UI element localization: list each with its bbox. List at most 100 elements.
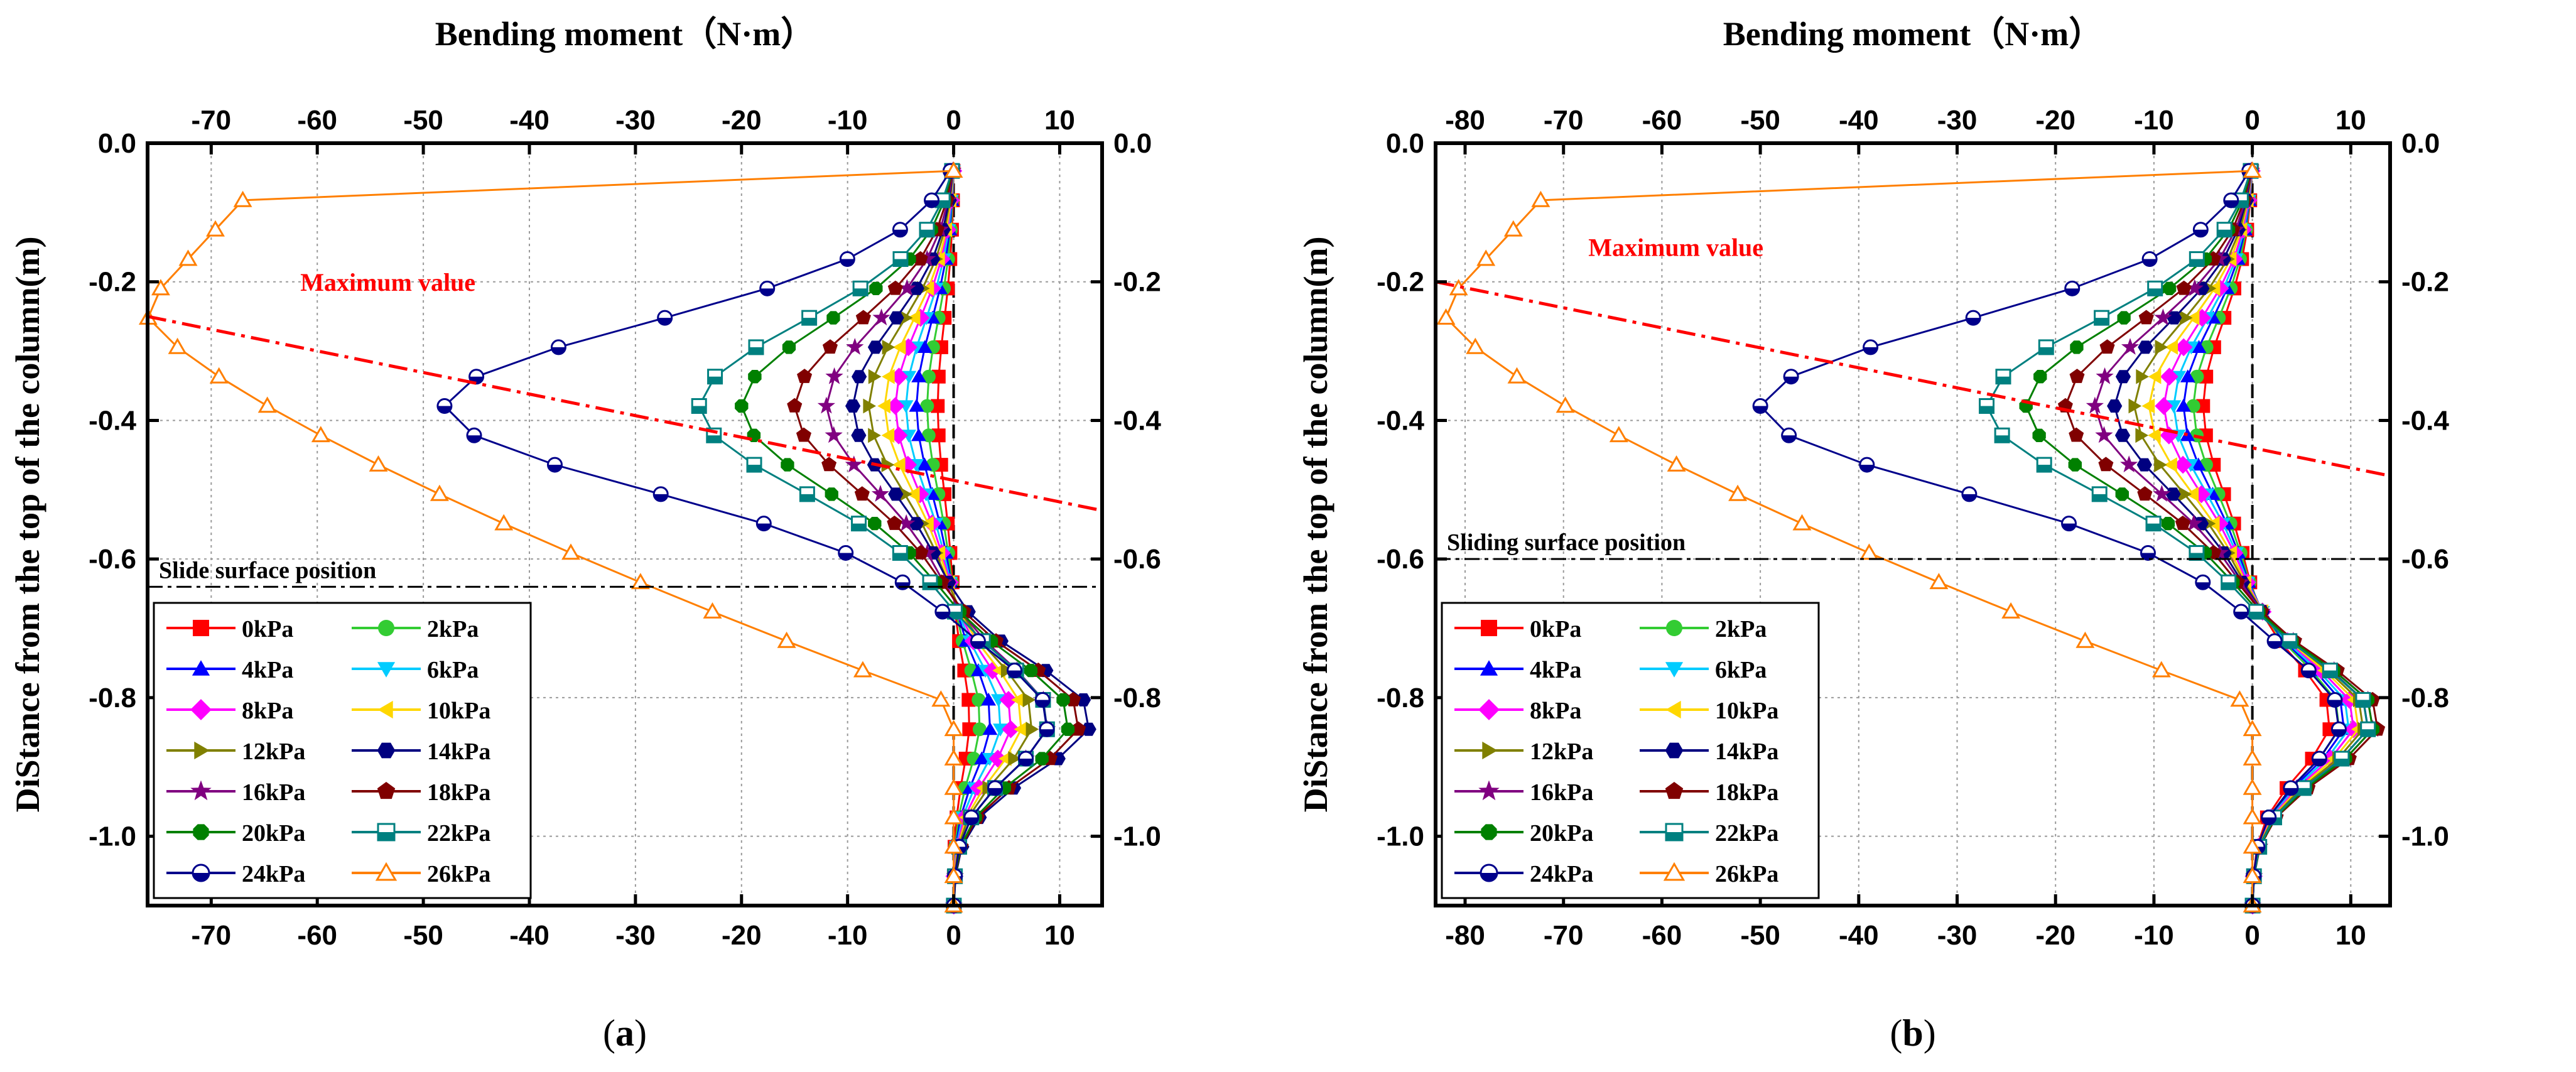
series-point [854,486,870,501]
legend-marker [1482,741,1498,760]
series-point [782,340,796,354]
plot-frame [1434,141,2392,907]
series-point [2189,251,2205,268]
series-point [931,428,946,443]
series-point [2148,428,2161,443]
series-point [436,398,453,414]
y-tick-label-left: -0.8 [89,683,136,713]
series-point [2033,370,2047,384]
series-point [2281,633,2298,649]
series-point [869,281,883,295]
series-point [1556,396,1575,413]
legend-label: 20kPa [1530,820,1593,847]
legend-label: 24kPa [1530,861,1593,887]
series-point [2243,161,2262,178]
series-point [1081,722,1096,736]
legend-label: 4kPa [1530,657,1581,683]
series-point [2163,281,2177,295]
y-tick-label-right: -1.0 [2401,821,2449,852]
series-point [972,722,987,737]
series-point [2330,721,2347,737]
legend-marker [377,662,396,678]
legend-label: 0kPa [242,616,293,642]
series-line [793,170,1080,906]
series-point [703,602,722,619]
y-tick-label-right: 0.0 [2401,128,2440,159]
series-point [2360,721,2376,737]
legend-item-4kPa: 4kPa [1454,657,1581,683]
series-point [2114,428,2131,442]
x-tick-label-top: -50 [403,105,443,136]
series-point [2091,486,2108,502]
x-tick-label-top: -50 [1740,105,1780,136]
series-point [1018,750,1034,767]
series-point [888,487,904,501]
series-point [2230,690,2249,707]
series-point [2141,398,2155,414]
y-tick-label-right: -0.6 [1113,544,1161,575]
caption-letter: a [615,1012,634,1054]
x-tick-label-top: -40 [509,105,549,136]
legend-item-22kPa: 22kPa [352,820,490,847]
series-point [1859,457,1875,473]
series-point [882,369,895,384]
series-point [851,516,867,532]
series-point [1863,339,1879,355]
series-point [1965,310,1981,326]
series-point [921,369,936,384]
series-point [2138,310,2154,325]
legend-label: 0kPa [1530,616,1581,642]
legend-item-22kPa: 22kPa [1640,820,1778,847]
series-point [1011,692,1024,708]
series-point [311,426,330,443]
x-tick-label-top: -20 [2035,105,2075,136]
legend-label: 2kPa [427,616,479,642]
series-point [2137,486,2153,501]
max-value-label: Maximum value [1588,234,1763,262]
legend-item-6kPa: 6kPa [352,657,479,683]
series-point [1061,722,1075,736]
series-point [863,398,876,414]
series-point [755,516,772,532]
series-point [168,337,187,354]
series-point [799,486,815,502]
series-point [961,693,976,707]
y-tick-label-left: -0.2 [89,267,136,298]
y-tick-label-right: -0.8 [2401,683,2449,713]
series-point [1961,486,1978,502]
legend-item-8kPa: 8kPa [1454,698,1581,724]
series-point [1007,663,1023,679]
series-point [2189,544,2205,561]
series-point [2283,780,2299,796]
series-point [971,693,986,707]
series-point [2136,369,2149,384]
x-tick-label-bottom: -70 [192,920,232,951]
x-tick-label-top: -10 [2134,105,2174,136]
x-tick-label-bottom: -60 [1642,920,1682,951]
legend-label: 22kPa [427,820,490,847]
series-point [2038,339,2054,355]
series-point [852,280,869,296]
series-point [897,514,916,531]
x-tick-label-bottom: -50 [1740,920,1780,951]
series-point [1507,367,1527,384]
series-point [2061,516,2077,532]
series-point [2115,370,2131,384]
series-point [1039,721,1055,737]
y-tick-label-right: 0.0 [1113,128,1152,159]
x-tick-label-top: -70 [1544,105,1584,136]
legend-label: 14kPa [1715,739,1778,765]
series-point [2167,311,2182,325]
series-point [2141,251,2158,268]
legend-item-18kPa: 18kPa [352,779,490,806]
series-point [2192,222,2209,238]
series-point [2069,427,2084,442]
series-point [369,455,388,472]
series-point [2193,308,2211,327]
series-point [2099,339,2115,354]
legend-item-10kPa: 10kPa [1640,698,1778,724]
x-tick-label-bottom: -30 [615,920,656,951]
series-point [2186,310,2200,325]
series-point [257,396,277,413]
series-point [2165,487,2181,501]
